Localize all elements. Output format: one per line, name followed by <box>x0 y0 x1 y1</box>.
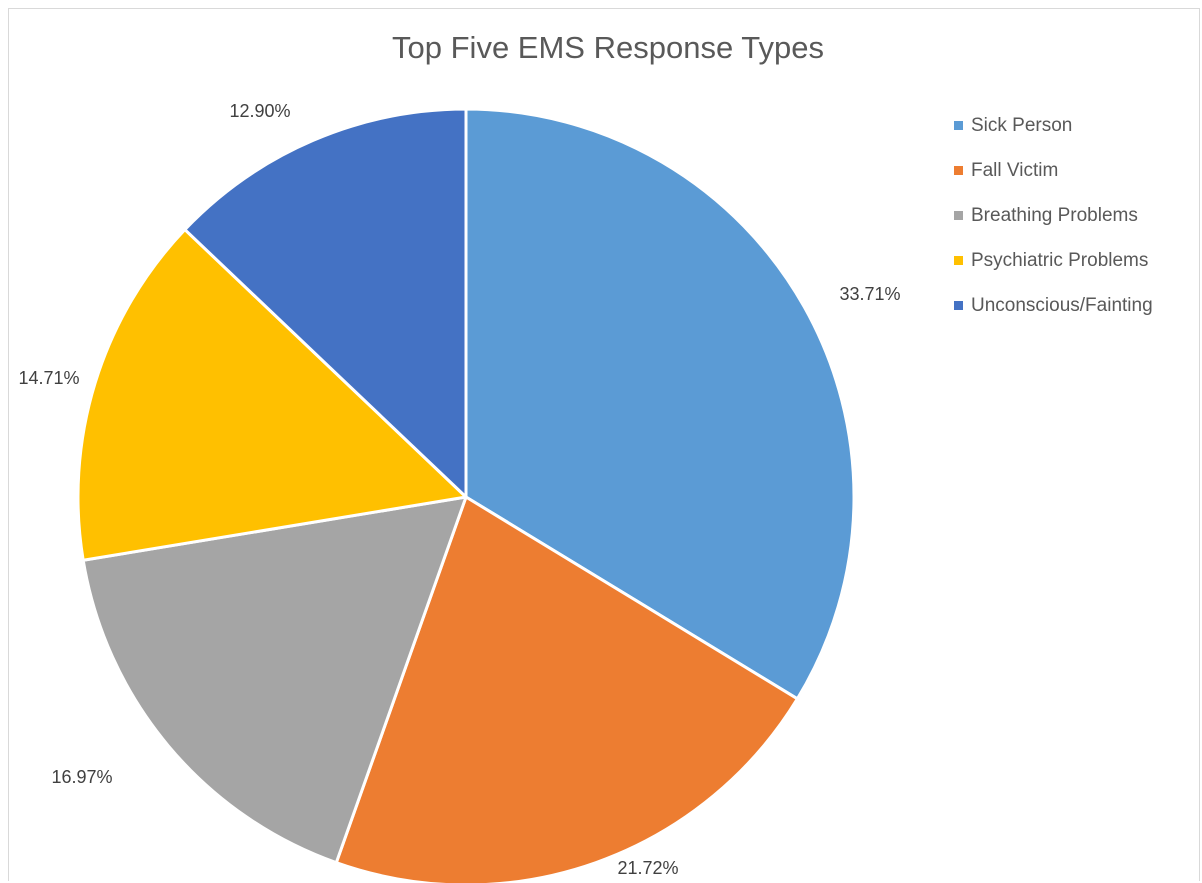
legend-swatch <box>954 211 963 220</box>
legend-label: Breathing Problems <box>971 204 1138 226</box>
legend-label: Sick Person <box>971 114 1073 136</box>
legend-swatch <box>954 121 963 130</box>
data-label: 16.97% <box>51 767 112 787</box>
pie-data-labels: 33.71% 21.72% 16.97% 14.71% 12.90% <box>18 101 900 878</box>
pie-slice-fall-victim <box>334 495 799 883</box>
legend-item: Sick Person <box>954 103 1153 148</box>
legend-label: Fall Victim <box>971 159 1059 181</box>
legend-item: Unconscious/Fainting <box>954 283 1153 328</box>
pie-slice-unconscious-fainting <box>183 107 468 499</box>
legend-item: Fall Victim <box>954 148 1153 193</box>
data-label: 14.71% <box>18 368 79 388</box>
legend-swatch <box>954 301 963 310</box>
legend-swatch <box>954 166 963 175</box>
pie-slice-psychiatric-problems <box>76 228 468 562</box>
pie-slices <box>76 107 856 883</box>
pie-slice-breathing-problems <box>81 495 468 865</box>
chart-legend: Sick Person Fall Victim Breathing Problems… <box>954 103 1153 328</box>
legend-swatch <box>954 256 963 265</box>
chart-title: Top Five EMS Response Types <box>392 30 824 65</box>
data-label: 12.90% <box>229 101 290 121</box>
legend-item: Breathing Problems <box>954 193 1153 238</box>
pie-slice-sick-person <box>464 107 856 701</box>
legend-item: Psychiatric Problems <box>954 238 1153 283</box>
data-label: 21.72% <box>617 858 678 878</box>
legend-label: Unconscious/Fainting <box>971 294 1153 316</box>
legend-label: Psychiatric Problems <box>971 249 1149 271</box>
data-label: 33.71% <box>839 284 900 304</box>
